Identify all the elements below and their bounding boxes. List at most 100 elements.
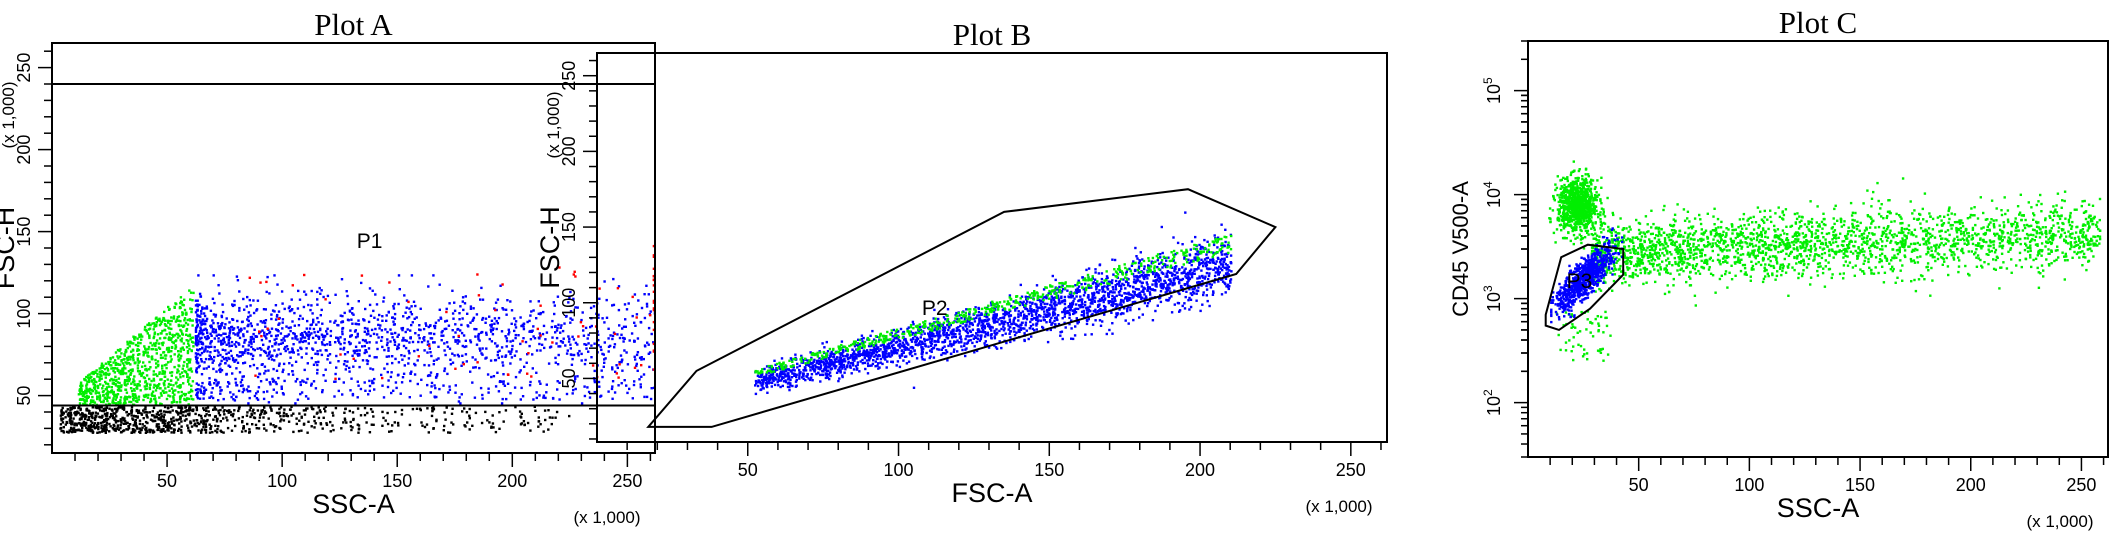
data-point [943,329,947,332]
data-point [137,398,140,401]
data-point [404,330,407,334]
data-point [167,394,170,397]
data-point [234,359,237,362]
data-point [220,341,223,344]
data-point [871,362,875,366]
data-point [60,429,63,433]
data-point [900,352,904,356]
data-point [615,372,618,375]
data-point [1015,331,1018,334]
data-point [180,330,183,333]
data-point [427,431,430,434]
data-point [228,409,231,412]
data-point [116,348,120,352]
data-point [222,431,225,434]
data-point [386,338,389,341]
data-point [475,313,479,316]
data-point [356,352,359,356]
data-point [169,360,172,363]
data-point [463,407,466,410]
data-point [537,420,541,423]
data-point [276,313,279,317]
data-point [60,408,63,412]
data-point [386,385,390,389]
data-point [138,427,142,430]
data-point [262,349,266,353]
data-point [217,425,220,428]
data-point [980,321,984,324]
data-point [128,345,131,348]
data-point [634,358,637,361]
data-point [1025,302,1028,305]
data-point [404,346,408,350]
data-point [897,339,900,342]
data-point [361,345,364,348]
data-point [642,373,646,376]
data-point [231,372,234,375]
data-point [157,363,160,367]
data-point [1169,290,1172,293]
data-point [238,309,241,312]
data-point [101,414,104,418]
x-tick-label: 150 [382,471,412,491]
data-point [159,430,162,433]
data-point [230,413,233,417]
data-point [73,406,76,409]
data-point [316,352,320,356]
data-point [157,418,160,421]
data-point [123,353,126,356]
data-point [544,396,547,400]
data-point [433,396,437,399]
data-point [130,408,133,411]
data-point [172,384,175,387]
data-point [238,343,241,346]
data-point [165,410,168,414]
data-point [109,356,112,360]
data-point [136,367,140,370]
data-point [182,375,185,378]
data-point [392,307,396,310]
data-point [927,332,930,335]
data-point [423,425,427,429]
data-point [411,321,414,324]
data-point [519,316,522,319]
data-point [76,410,79,413]
data-point [189,406,192,410]
data-point [303,290,306,293]
data-point [339,347,342,351]
data-point [242,375,245,378]
data-point [211,319,214,322]
data-point [537,300,540,303]
data-point [102,384,105,387]
data-point [1025,318,1029,321]
data-point [215,431,219,434]
data-point [932,317,935,320]
data-point [616,366,619,370]
data-point [539,334,542,337]
data-point [1221,265,1225,268]
data-point [1181,304,1184,308]
data-point [287,306,291,310]
data-point [78,402,82,405]
data-point [129,355,133,359]
data-point [1142,288,1145,292]
data-point [88,388,91,391]
data-point [237,417,241,420]
data-point [172,430,176,433]
data-point [126,357,129,360]
data-point [232,327,236,330]
data-point [523,365,526,368]
data-point [343,360,347,363]
data-point [184,410,187,413]
data-point [203,307,206,310]
data-point [928,349,932,352]
data-point [281,341,284,345]
data-point [334,406,338,410]
data-point [1076,307,1080,311]
data-point [1170,271,1173,275]
data-point [356,396,359,399]
data-point [250,335,254,339]
data-point [894,337,897,340]
data-point [184,333,188,336]
data-point [513,329,516,333]
